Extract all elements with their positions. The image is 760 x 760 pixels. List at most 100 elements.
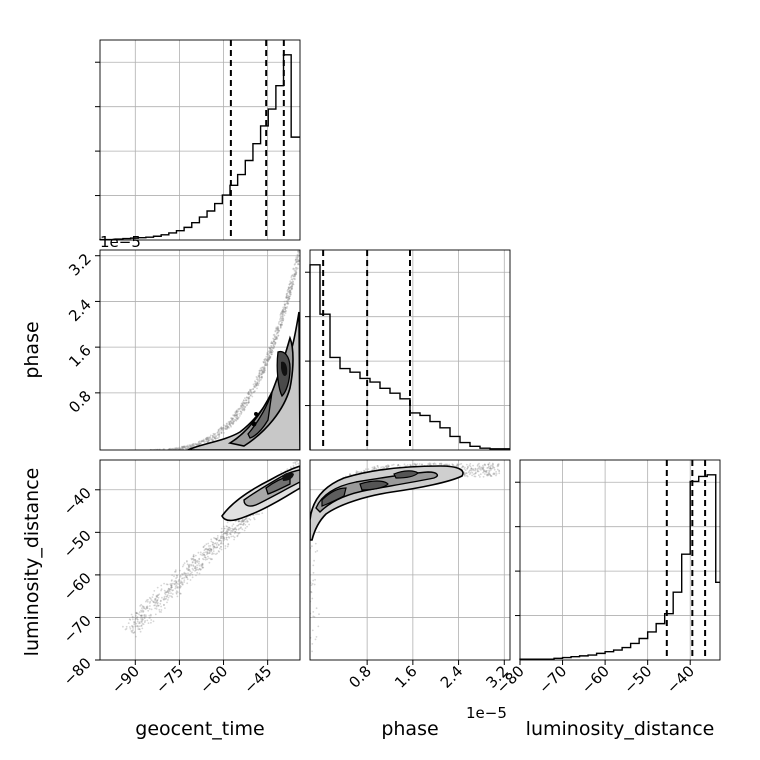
sample-point (218, 547, 221, 550)
sample-point (218, 436, 221, 438)
sample-point (266, 358, 268, 360)
sample-point (274, 341, 277, 344)
sample-point (428, 462, 431, 465)
sample-point (288, 297, 291, 300)
sample-point (286, 296, 288, 299)
sample-point (231, 417, 234, 420)
sample-point (191, 576, 194, 579)
sample-point (224, 426, 227, 428)
sample-point (129, 627, 132, 630)
sample-point (459, 463, 461, 466)
sample-point (228, 527, 231, 529)
sample-point (232, 528, 235, 531)
sample-point (281, 310, 284, 313)
sample-point (277, 328, 280, 331)
sample-point (207, 548, 210, 551)
sample-point (463, 471, 466, 474)
sample-point (281, 314, 284, 316)
sample-point (295, 267, 298, 269)
sample-point (170, 584, 172, 587)
sample-point (267, 353, 270, 356)
sample-point (498, 469, 500, 472)
sample-point (311, 545, 313, 548)
sample-point (207, 438, 210, 441)
sample-point (280, 313, 282, 315)
sample-point (175, 584, 178, 587)
sample-point (297, 250, 299, 253)
sample-point (168, 448, 171, 450)
sample-point (169, 583, 172, 585)
sample-point (233, 414, 236, 417)
sample-point (181, 581, 183, 583)
sample-point (257, 384, 260, 387)
sample-point (147, 609, 150, 612)
sample-point (220, 546, 222, 548)
sample-point (293, 274, 296, 276)
histogram-phase (309, 264, 510, 450)
sample-point (375, 467, 378, 470)
sample-point (235, 419, 238, 422)
sample-point (170, 586, 173, 589)
sample-point (213, 433, 216, 435)
sample-point (217, 544, 220, 547)
sample-point (169, 595, 171, 597)
panel-luminosity-distance-vs-phase: 0.8 1.6 2.4 3.2 (309, 459, 512, 692)
sample-point (192, 555, 195, 557)
sample-point (227, 543, 230, 545)
sample-point (281, 316, 284, 319)
sample-point (164, 592, 166, 595)
sample-point (270, 342, 272, 345)
sample-point (200, 563, 203, 566)
sample-point (206, 549, 209, 551)
sample-point (193, 558, 196, 561)
sample-point (175, 582, 177, 585)
sample-point (296, 267, 299, 270)
sample-point (315, 607, 318, 610)
sample-point (170, 588, 172, 591)
sample-point (192, 553, 195, 556)
sample-point (154, 597, 157, 600)
sample-point (239, 527, 242, 530)
sample-point (268, 346, 271, 349)
sample-point (218, 543, 220, 546)
sample-point (355, 472, 358, 474)
sample-point (224, 532, 227, 535)
sample-point (144, 620, 147, 622)
sample-point (202, 440, 205, 443)
sample-point (291, 274, 294, 276)
sample-point (189, 579, 192, 581)
sample-point (259, 369, 262, 372)
sample-point (213, 436, 216, 439)
sample-point (201, 554, 204, 557)
sample-point (191, 561, 194, 564)
sample-point (228, 528, 231, 531)
sample-point (483, 463, 486, 466)
sample-point (202, 545, 205, 548)
sample-point (271, 342, 274, 345)
sample-point (209, 437, 211, 440)
sample-point (192, 559, 195, 562)
sample-point (243, 407, 246, 410)
sample-point (278, 329, 280, 332)
sample-point (462, 466, 464, 468)
sample-point (210, 550, 213, 553)
sample-point (293, 275, 296, 278)
sample-point (140, 615, 143, 617)
sample-point (226, 545, 229, 548)
sample-point (282, 311, 285, 313)
sample-point (492, 473, 495, 476)
sample-point (281, 319, 283, 322)
sample-point (220, 432, 223, 434)
sample-point (152, 600, 154, 603)
sample-point (256, 382, 259, 384)
sample-point (287, 299, 289, 301)
sample-point (489, 473, 491, 476)
sample-point (220, 541, 223, 544)
sample-point (255, 384, 258, 387)
sample-point (170, 595, 173, 598)
sample-point (272, 334, 275, 336)
sample-point (181, 445, 183, 448)
sample-point (167, 596, 170, 599)
y-ticks-hist-geocent-time (95, 61, 100, 197)
sample-point (258, 372, 261, 374)
